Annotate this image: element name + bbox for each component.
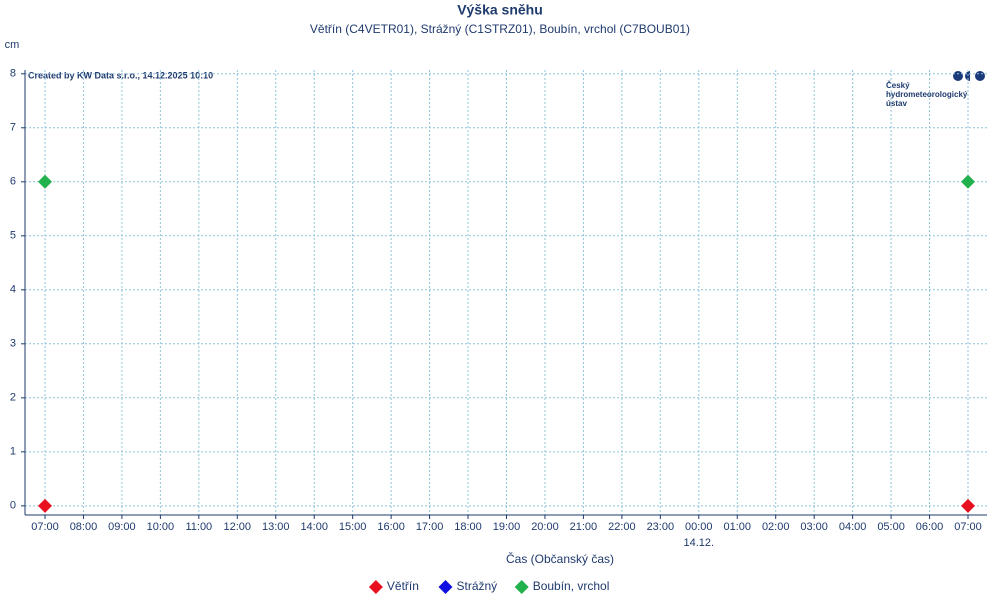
x-tick-label: 17:00: [416, 521, 444, 533]
y-tick-label: 3: [10, 338, 16, 350]
y-unit: cm: [5, 39, 20, 51]
x-sublabel: 14.12.: [683, 537, 714, 549]
x-tick-label: 03:00: [800, 521, 828, 533]
legend-marker: [368, 580, 383, 594]
chart-title: Výška sněhu: [457, 2, 543, 18]
y-tick-label: 8: [10, 68, 16, 80]
logo: Český hydrometeorologický ústav: [886, 71, 985, 108]
x-tick-label: 22:00: [608, 521, 636, 533]
x-tick-label: 23:00: [647, 521, 675, 533]
y-tick-label: 6: [10, 176, 16, 188]
x-tick-label: 09:00: [108, 521, 136, 533]
x-tick-label: 14:00: [300, 521, 328, 533]
y-tick-label: 7: [10, 122, 16, 134]
x-tick-label: 15:00: [339, 521, 367, 533]
x-tick-label: 05:00: [877, 521, 905, 533]
y-tick-label: 2: [10, 392, 16, 404]
logo-text: Český: [886, 81, 910, 90]
x-tick-label: 10:00: [147, 521, 175, 533]
logo-dot: [953, 71, 963, 81]
x-tick-label: 18:00: [454, 521, 482, 533]
legend-marker: [514, 580, 529, 594]
x-tick-label: 20:00: [531, 521, 559, 533]
x-tick-label: 00:00: [685, 521, 713, 533]
x-tick-label: 07:00: [954, 521, 982, 533]
logo-text: ústav: [886, 99, 907, 108]
credit: Created by KW Data s.r.o., 14.12.2025 10…: [28, 70, 213, 80]
marker: [38, 498, 52, 513]
y-tick-label: 5: [10, 230, 16, 242]
x-tick-label: 02:00: [762, 521, 790, 533]
x-axis-label: Čas (Občanský čas): [506, 551, 614, 566]
x-tick-label: 12:00: [224, 521, 252, 533]
logo-text: hydrometeorologický: [886, 90, 968, 99]
y-tick-label: 0: [10, 500, 16, 512]
y-tick-label: 1: [10, 446, 16, 458]
y-tick-label: 4: [10, 284, 16, 296]
x-tick-label: 06:00: [916, 521, 944, 533]
x-tick-label: 08:00: [70, 521, 98, 533]
x-tick-label: 01:00: [723, 521, 751, 533]
x-tick-label: 13:00: [262, 521, 290, 533]
legend-marker: [438, 580, 453, 594]
x-tick-label: 04:00: [839, 521, 867, 533]
marker: [38, 174, 52, 189]
chart-subtitle: Větřín (C4VETR01), Strážný (C1STRZ01), B…: [310, 22, 690, 36]
x-tick-label: 19:00: [493, 521, 521, 533]
logo-dot: [975, 71, 985, 81]
x-tick-label: 07:00: [31, 521, 59, 533]
marker: [961, 498, 975, 513]
x-tick-label: 21:00: [570, 521, 598, 533]
legend-label: Strážný: [457, 579, 498, 593]
legend-label: Větřín: [387, 579, 419, 593]
x-tick-label: 11:00: [185, 521, 212, 533]
marker: [961, 174, 975, 189]
legend-label: Boubín, vrchol: [533, 579, 610, 593]
x-tick-label: 16:00: [377, 521, 405, 533]
